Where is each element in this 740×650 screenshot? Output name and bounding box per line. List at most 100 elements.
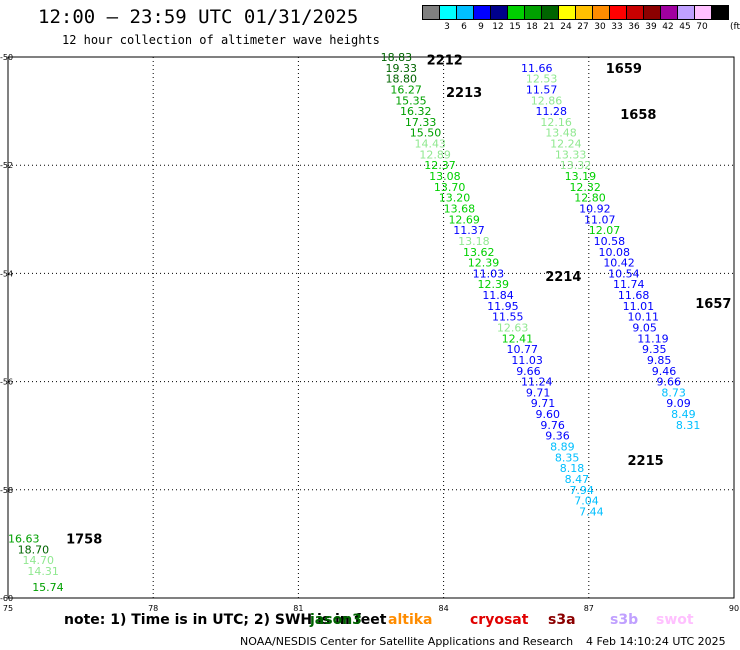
- wave-height-value: 16.63: [8, 532, 40, 545]
- x-tick-label: 87: [584, 604, 594, 613]
- wave-height-value: 16.27: [390, 83, 422, 96]
- pass-number-label: 2213: [446, 86, 482, 101]
- wave-height-value: 9.71: [526, 386, 551, 399]
- y-tick-label: -56: [0, 378, 13, 387]
- wave-height-value: 9.05: [632, 322, 657, 335]
- wave-height-value: 9.09: [666, 397, 691, 410]
- y-tick-label: -52: [0, 161, 13, 170]
- x-tick-label: 90: [729, 604, 739, 613]
- wave-height-value: 11.74: [613, 278, 645, 291]
- wave-height-value: 13.19: [565, 170, 597, 183]
- wave-height-value: 11.01: [623, 300, 655, 313]
- colorbar-label: 30: [594, 22, 606, 32]
- y-tick-label: -60: [0, 594, 13, 603]
- wave-height-value: 13.68: [444, 202, 476, 215]
- colorbar-label: 45: [679, 22, 691, 32]
- wave-height-value: 14.43: [415, 138, 447, 151]
- y-tick-label: -50: [0, 53, 13, 62]
- wave-height-value: 12.69: [448, 213, 480, 226]
- wave-height-value: 13.48: [545, 127, 577, 140]
- colorbar-label: 24: [560, 22, 572, 32]
- wave-height-value: 12.86: [531, 94, 563, 107]
- wave-height-value: 12.80: [574, 192, 606, 205]
- wave-height-value: 10.42: [603, 257, 635, 270]
- wave-height-value: 15.35: [395, 94, 427, 107]
- wave-height-value: 9.36: [545, 430, 570, 443]
- wave-height-value: 11.24: [521, 376, 553, 389]
- pass-number-label: 1758: [66, 532, 102, 547]
- wave-height-value: 16.32: [400, 105, 432, 118]
- legend-item-jason3: jason3: [310, 612, 362, 628]
- pass-number-label: 1658: [620, 108, 656, 123]
- wave-height-value: 8.49: [671, 408, 696, 421]
- wave-height-value: 13.70: [434, 181, 466, 194]
- colorbar-label: 18: [526, 22, 538, 32]
- pass-number-label: 1659: [606, 62, 642, 77]
- colorbar-label: 36: [628, 22, 640, 32]
- colorbar-label: 21: [543, 22, 555, 32]
- wave-height-value: 12.32: [569, 181, 601, 194]
- wave-height-value: 10.54: [608, 267, 640, 280]
- wave-height-value: 12.39: [477, 278, 509, 291]
- y-tick-label: -54: [0, 269, 13, 278]
- legend-item-s3b: s3b: [610, 612, 639, 628]
- colorbar-label: 39: [645, 22, 657, 32]
- wave-height-value: 11.95: [487, 300, 519, 313]
- legend-item-s3a: s3a: [548, 612, 576, 628]
- wave-height-value: 12.63: [497, 322, 528, 335]
- wave-height-value: 17.33: [405, 116, 437, 129]
- wave-height-value: 13.08: [429, 170, 461, 183]
- wave-height-value: 8.18: [560, 462, 585, 475]
- wave-height-value: 14.70: [23, 554, 55, 567]
- wave-height-value: 7.44: [579, 505, 604, 518]
- wave-height-value: 8.31: [676, 419, 701, 432]
- legend-item-altika: altika: [388, 612, 433, 628]
- wave-height-value: 12.39: [468, 257, 500, 270]
- colorbar-label: 12: [492, 22, 504, 32]
- x-tick-label: 75: [3, 604, 13, 613]
- wave-height-value: 10.58: [594, 235, 626, 248]
- wave-height-value: 8.35: [555, 451, 580, 464]
- wave-height-value: 19.33: [386, 62, 418, 75]
- wave-height-value: 11.03: [511, 354, 543, 367]
- colorbar-label: 6: [461, 22, 467, 32]
- wave-height-value: 10.77: [507, 343, 539, 356]
- plot-frame: [7, 56, 735, 599]
- wave-height-value: 11.07: [584, 213, 616, 226]
- wave-height-value: 14.31: [27, 565, 59, 578]
- colorbar-units: (ft): [730, 22, 740, 32]
- wave-height-value: 11.84: [482, 289, 514, 302]
- wave-height-value: 12.41: [502, 332, 534, 345]
- pass-number-label: 1657: [695, 297, 731, 312]
- pass-number-label: 2215: [628, 454, 664, 469]
- wave-height-value: 11.68: [618, 289, 650, 302]
- wave-height-value: 7.94: [569, 484, 594, 497]
- wave-height-value: 15.50: [410, 127, 442, 140]
- wave-height-value: 9.60: [536, 408, 561, 421]
- wave-height-value: 12.24: [550, 138, 582, 151]
- wave-height-value: 11.28: [536, 105, 568, 118]
- wave-height-value: 11.66: [521, 62, 553, 75]
- wave-height-value: 18.80: [386, 73, 418, 86]
- wave-height-value: 12.89: [419, 148, 451, 161]
- x-tick-label: 78: [148, 604, 158, 613]
- wave-height-value: 13.33: [555, 148, 587, 161]
- wave-height-value: 8.47: [565, 473, 590, 486]
- wave-height-value: 9.35: [642, 343, 667, 356]
- x-tick-label: 84: [439, 604, 449, 613]
- wave-height-value: 10.92: [579, 202, 611, 215]
- wave-height-value: 13.62: [463, 246, 495, 259]
- wave-height-value: 11.19: [637, 332, 669, 345]
- wave-height-value: 9.66: [516, 365, 541, 378]
- wave-height-value: 9.76: [540, 419, 565, 432]
- legend-item-swot: swot: [656, 612, 694, 628]
- wave-height-value: 13.32: [560, 159, 592, 172]
- colorbar-label: 33: [611, 22, 623, 32]
- y-tick-label: -58: [0, 486, 13, 495]
- wave-height-value: 8.89: [550, 441, 575, 454]
- colorbar-label: 70: [696, 22, 708, 32]
- x-tick-label: 81: [293, 604, 303, 613]
- wave-height-value: 11.55: [492, 311, 524, 324]
- wave-height-value: 9.85: [647, 354, 672, 367]
